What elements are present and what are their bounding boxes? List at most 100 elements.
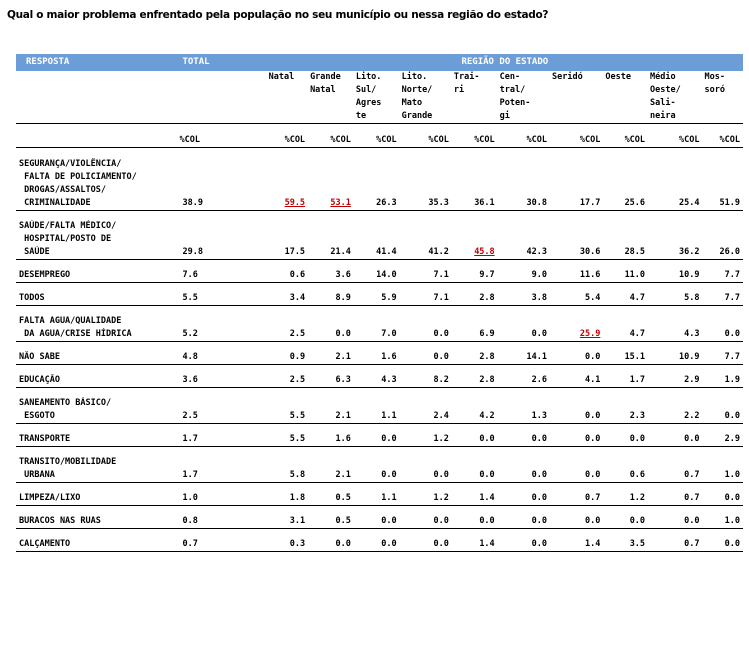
empty-cell [498, 365, 550, 375]
empty-cell [603, 529, 648, 539]
empty-cell [267, 184, 308, 197]
empty-cell [648, 220, 702, 233]
region-header-line [266, 110, 309, 124]
row-value: 2.2 [648, 410, 703, 424]
empty-cell [703, 184, 743, 197]
empty-cell [179, 171, 266, 184]
row-label: SEGURANÇA/VIOLÊNCIA/ [19, 159, 122, 169]
row-value: 3.1 [266, 515, 309, 529]
row-value: 0.0 [399, 351, 452, 365]
spacer-row [16, 306, 743, 316]
empty-cell [400, 447, 452, 457]
empty-cell [703, 447, 743, 457]
row-value: 1.1 [353, 410, 400, 424]
region-header-line: Cen- [499, 72, 521, 82]
empty-cell [179, 529, 266, 539]
row-value: 21.4 [308, 246, 354, 260]
empty-cell [354, 220, 400, 233]
empty-cell [452, 483, 498, 493]
empty-cell [550, 260, 603, 270]
empty-cell [16, 342, 179, 352]
row-value: 0.0 [497, 538, 550, 552]
empty-cell [648, 260, 702, 270]
empty-cell [703, 158, 743, 171]
row-value: 5.8 [648, 292, 703, 306]
empty-cell [400, 306, 452, 316]
region-header-line: Norte/ [401, 85, 433, 95]
empty-cell [603, 171, 648, 184]
empty-cell [703, 306, 743, 316]
row-total: 5.5 [179, 292, 267, 306]
empty-cell [452, 124, 498, 135]
region-header-line: Seridó [551, 72, 583, 82]
row-value: 1.8 [266, 492, 309, 506]
empty-cell [179, 233, 266, 246]
empty-cell [648, 315, 702, 328]
row-value: 5.9 [353, 292, 400, 306]
empty-cell [603, 184, 648, 197]
empty-cell [400, 483, 452, 493]
table-row: DROGAS/ASSALTOS/ [16, 184, 743, 197]
empty-cell [400, 529, 452, 539]
row-value: 0.0 [451, 433, 498, 447]
region-header-line [703, 97, 743, 110]
header-resposta: RESPOSTA [16, 54, 180, 71]
empty-cell [498, 171, 550, 184]
region-header-line: ri [453, 85, 465, 95]
empty-cell [400, 397, 452, 410]
empty-cell [452, 342, 498, 352]
empty-cell [308, 306, 354, 316]
empty-cell [603, 315, 648, 328]
empty-cell [703, 529, 743, 539]
empty-cell [16, 306, 179, 316]
empty-cell [16, 483, 179, 493]
empty-cell [452, 148, 498, 159]
table-row: EDUCAÇÃO 3.6 2.5 6.3 4.3 8.2 2.8 2.6 4.1 1.7 2.9 1.… [16, 374, 743, 388]
row-value: 25.6 [603, 197, 649, 211]
row-value: 4.2 [451, 410, 498, 424]
row-label: SAÚDE/FALTA MÉDICO/ [19, 221, 117, 231]
row-value: 1.7 [603, 374, 649, 388]
row-value: 2.5 [266, 374, 309, 388]
empty-cell [308, 158, 354, 171]
empty-cell [648, 148, 702, 159]
empty-cell [648, 124, 702, 135]
row-value: 2.8 [451, 292, 498, 306]
row-value: 2.9 [702, 433, 743, 447]
empty-cell [400, 148, 452, 159]
col-label: %COL [399, 134, 452, 148]
empty-cell [308, 506, 354, 516]
row-value: 0.5 [308, 492, 354, 506]
row-label: TRANSPORTE [16, 433, 180, 447]
empty-cell [267, 552, 308, 562]
row-value: 1.6 [308, 433, 354, 447]
empty-cell [550, 483, 603, 493]
row-label: LIMPEZA/LIXO [16, 492, 180, 506]
empty-cell [267, 397, 308, 410]
row-value: 2.1 [308, 410, 354, 424]
empty-cell [179, 483, 266, 493]
region-header-row: Natal Sul/Norte/ri tral/Oeste/soró [16, 84, 743, 97]
empty-cell [550, 171, 603, 184]
empty-cell [308, 184, 354, 197]
empty-cell [550, 233, 603, 246]
row-value: 26.3 [353, 197, 400, 211]
spacer-row [16, 483, 743, 493]
empty-cell [354, 552, 400, 562]
empty-cell [498, 552, 550, 562]
row-value: 1.2 [603, 492, 649, 506]
spacer-row [16, 552, 743, 562]
empty-cell [354, 424, 400, 434]
region-header-line: soró [704, 85, 726, 95]
empty-cell [267, 483, 308, 493]
empty-cell [603, 306, 648, 316]
empty-cell [703, 124, 743, 135]
highlighted-value: 59.5 [284, 198, 306, 208]
region-header-line [550, 97, 603, 110]
empty-cell [498, 306, 550, 316]
row-value: 9.0 [497, 269, 550, 283]
row-value: 4.1 [549, 374, 604, 388]
empty-cell [648, 447, 702, 457]
empty-cell [267, 233, 308, 246]
empty-cell [267, 171, 308, 184]
